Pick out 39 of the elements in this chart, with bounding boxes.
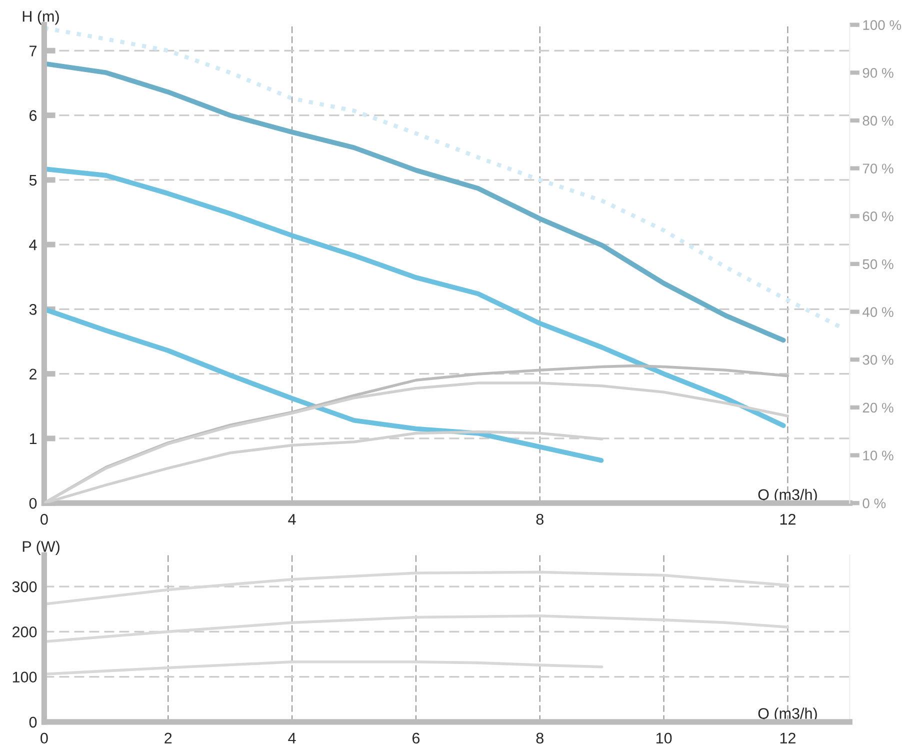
y-tick-label: 300 bbox=[12, 581, 37, 592]
y-tick-label: 3 bbox=[29, 304, 37, 315]
x-tick-label: 8 bbox=[536, 732, 544, 744]
y2-tick-label: 100 % bbox=[863, 20, 902, 30]
line-series bbox=[44, 166, 786, 428]
x-tick-label: 0 bbox=[40, 514, 48, 525]
y2-tick-label: 60 % bbox=[862, 211, 894, 222]
x-tick-label: 12 bbox=[780, 514, 796, 525]
y2-tick-label: 0 % bbox=[862, 498, 886, 508]
y-tick-label: 4 bbox=[29, 240, 37, 250]
y-tick-label: 7 bbox=[30, 46, 36, 56]
y2-tick-label: 20 % bbox=[862, 402, 894, 413]
y2-tick-label: 80 % bbox=[862, 116, 894, 126]
x-tick-label: 12 bbox=[780, 732, 796, 744]
y2-tick-label: 50 % bbox=[862, 259, 894, 270]
line-series bbox=[44, 61, 786, 343]
y-tick-label: 2 bbox=[30, 368, 36, 380]
x-tick-label: 2 bbox=[164, 732, 172, 744]
line-series bbox=[44, 306, 604, 463]
y-tick-label: 0 bbox=[29, 716, 37, 728]
y-tick-label: 1 bbox=[30, 433, 37, 444]
x-tick-label: 8 bbox=[536, 514, 544, 525]
x-tick-label: 6 bbox=[412, 732, 420, 744]
y-axis-title: H (m) bbox=[22, 10, 59, 25]
y2-tick-label: 40 % bbox=[862, 307, 894, 317]
y-tick-label: 100 bbox=[12, 672, 37, 682]
x-tick-label: 4 bbox=[288, 514, 296, 525]
y-tick-label: 200 bbox=[12, 626, 37, 638]
y-axis-title: P (W) bbox=[22, 540, 60, 555]
y2-tick-label: 70 % bbox=[862, 164, 894, 174]
y-tick-label: 6 bbox=[30, 110, 37, 121]
x-tick-label: 0 bbox=[40, 732, 48, 744]
y2-tick-label: 30 % bbox=[862, 354, 894, 365]
x-tick-label: 4 bbox=[288, 732, 296, 744]
x-tick-label: 10 bbox=[656, 732, 672, 744]
y-tick-label: 5 bbox=[29, 174, 37, 186]
y2-tick-label: 90 % bbox=[862, 68, 894, 78]
y-tick-label: 0 bbox=[29, 498, 37, 509]
y2-tick-label: 10 % bbox=[863, 450, 894, 460]
